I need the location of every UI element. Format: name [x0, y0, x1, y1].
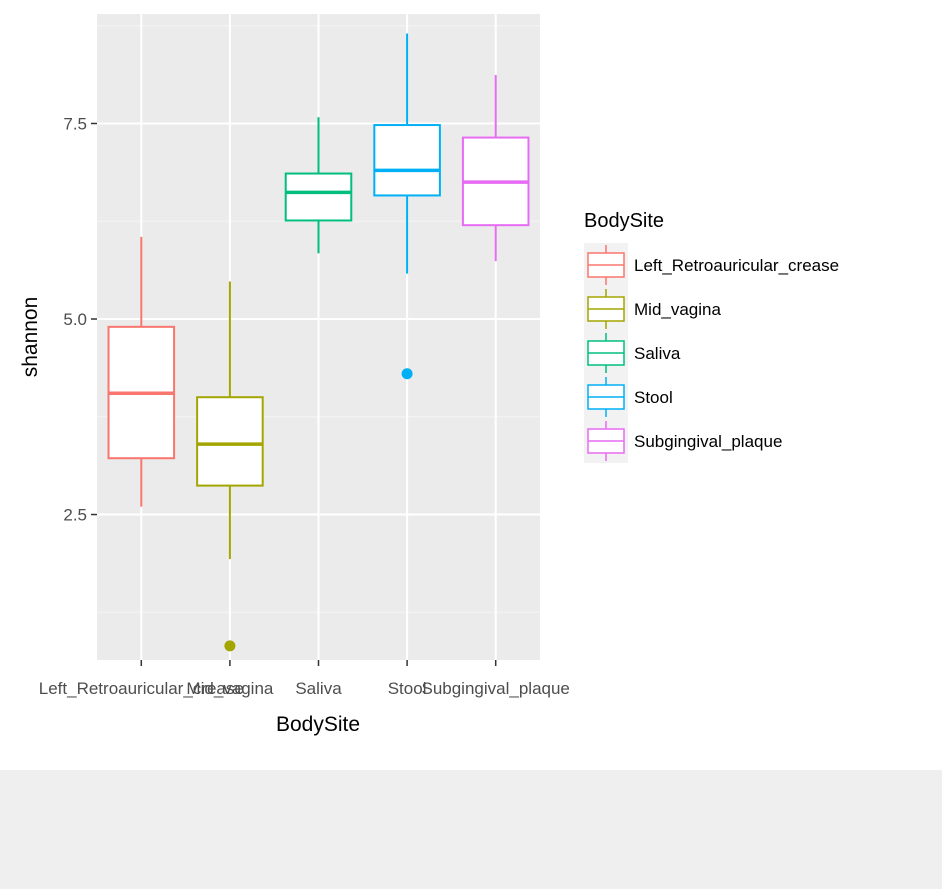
- y-tick-label: 2.5: [63, 506, 87, 525]
- x-axis-title: BodySite: [276, 713, 360, 736]
- y-axis: 2.5 5.0 7.5: [63, 114, 97, 525]
- box-subgingival-plaque: [461, 75, 530, 262]
- outlier-point: [401, 368, 413, 380]
- x-tick-label: Left_Retroauricular_crease: [39, 679, 244, 698]
- legend-label: Saliva: [634, 344, 681, 363]
- outlier-point: [224, 640, 236, 652]
- legend-title: BodySite: [584, 210, 664, 232]
- legend-entry: Stool: [584, 375, 673, 419]
- x-tick-label: Stool: [388, 679, 427, 698]
- box-left-retroauricular-crease: [107, 236, 176, 507]
- iqr-box: [196, 396, 264, 487]
- boxplot-chart: 2.55.07.5 Left_Retroauricular_creaseMid_…: [19, 14, 839, 736]
- box-stool: [373, 33, 441, 380]
- boxes-layer: [107, 33, 530, 652]
- y-tick-label: 5.0: [63, 310, 87, 329]
- legend-entry: Saliva: [584, 331, 681, 375]
- legend-entry: Mid_vagina: [584, 287, 721, 331]
- footer-band: [0, 770, 942, 889]
- legend-label: Subgingival_plaque: [634, 432, 782, 451]
- y-axis-title: shannon: [19, 297, 42, 378]
- box-mid-vagina: [196, 281, 264, 652]
- x-tick-label: Subgingival_plaque: [421, 679, 569, 698]
- legend: BodySite Left_Retroauricular_crease Mid_v…: [584, 210, 839, 463]
- x-tick-label: Saliva: [295, 679, 342, 698]
- legend-label: Stool: [634, 388, 673, 407]
- y-tick-label: 7.5: [63, 114, 87, 133]
- legend-entry: Subgingival_plaque: [584, 419, 782, 463]
- chart-container: 2.5 5.0 7.5 Left_Retroauricular_crease Mid_…: [19, 14, 840, 736]
- legend-entry: Left_Retroauricular_crease: [584, 243, 839, 287]
- x-tick-label: Mid_vagina: [186, 679, 273, 698]
- iqr-box: [284, 172, 353, 222]
- legend-label: Left_Retroauricular_crease: [634, 256, 839, 275]
- legend-label: Mid_vagina: [634, 300, 721, 319]
- iqr-box: [373, 124, 441, 197]
- box-saliva: [284, 117, 353, 254]
